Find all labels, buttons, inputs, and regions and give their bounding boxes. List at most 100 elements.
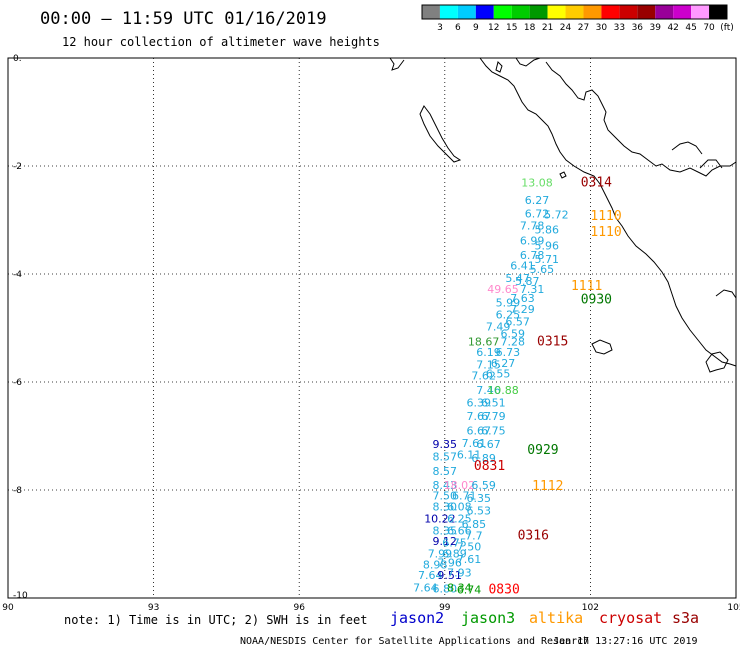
- swh-label: 6.67: [476, 438, 501, 451]
- pass-time-label: 1110: [590, 225, 621, 240]
- swh-label: 49.65: [487, 283, 519, 296]
- island: [419, 105, 613, 355]
- lat-tick-label: -10: [13, 591, 28, 601]
- colorbar-swatch: [619, 5, 638, 19]
- swh-label: 7.61: [457, 553, 482, 566]
- swh-label: 7.64: [413, 582, 438, 595]
- swh-label: 6.39: [467, 396, 492, 409]
- swh-label: 8.43: [433, 479, 458, 492]
- swh-label: 7.46: [476, 384, 501, 397]
- lon-tick-label: 99: [439, 603, 451, 613]
- swh-label: 6.59: [500, 328, 525, 341]
- colorbar-swatch: [547, 5, 566, 19]
- colorbar-swatch: [529, 5, 548, 19]
- swh-label: 18.67: [468, 335, 500, 348]
- legend-jason3: jason3: [461, 609, 515, 627]
- swh-label: 7.7: [465, 530, 483, 543]
- colorbar-swatch: [565, 5, 584, 19]
- swh-label: 6.25: [447, 512, 472, 525]
- swh-label: 6.74: [457, 584, 482, 597]
- colorbar-swatch: [655, 5, 674, 19]
- swh-label: 7.96: [437, 557, 462, 570]
- pass-time-label: 0314: [581, 176, 612, 191]
- colorbar-swatch: [475, 5, 494, 19]
- legend-cryosat: cryosat: [599, 609, 662, 627]
- swh-label: 8.30: [433, 501, 458, 514]
- swh-label: 7.50: [433, 490, 458, 503]
- colorbar-swatch: [583, 5, 602, 19]
- swh-label: 6.57: [505, 315, 530, 328]
- swh-label: 6.75: [442, 537, 467, 550]
- map-frame: [7, 57, 737, 599]
- lon-tick-label: 105: [727, 603, 740, 613]
- colorbar-swatch: [601, 5, 620, 19]
- lat-lon-grid: [8, 57, 736, 598]
- swh-label: 6.89: [442, 548, 467, 561]
- swh-label: 8.35: [433, 524, 458, 537]
- swh-label: 10.22: [424, 512, 456, 525]
- lon-tick-label: 90: [2, 603, 14, 613]
- swh-label: 6.71: [452, 490, 477, 503]
- pass-time-label: 0830: [488, 583, 519, 598]
- legend-jason2: jason2: [390, 609, 444, 627]
- pass-time-label: 1111: [571, 279, 602, 294]
- swh-label: 7.99: [428, 548, 453, 561]
- swh-label: 9.35: [433, 438, 458, 451]
- colorbar: 3 6 9 12 15 18 21 24 27 30 33 36 39 42 45 70 (ft): [421, 4, 734, 33]
- swh-label: 6.67: [467, 424, 492, 437]
- swh-label: 9.51: [437, 569, 462, 582]
- swh-label: 9.12: [433, 535, 458, 548]
- pass-time-label: 0930: [581, 293, 612, 308]
- footer-timestamp: Jan 17 13:27:16 UTC 2019: [553, 636, 698, 647]
- colorbar-label: 15: [506, 23, 517, 33]
- swh-label: 5.47: [505, 272, 530, 285]
- swh-label: 7.78: [520, 220, 545, 233]
- colorbar-swatch: [422, 5, 440, 19]
- swh-label: 6.99: [520, 234, 545, 247]
- colorbar-label: (ft): [720, 23, 734, 33]
- colorbar-label: 18: [524, 23, 536, 33]
- footer-credit: NOAA/NESDIS Center for Satellite Applica…: [240, 636, 589, 647]
- colorbar-swatch: [691, 5, 710, 19]
- colorbar-label: 36: [632, 23, 644, 33]
- swh-label: 6.85: [462, 518, 487, 531]
- colorbar-label: 33: [614, 23, 625, 33]
- swh-label: 6.89: [471, 452, 496, 465]
- swh-label: 7.61: [462, 437, 487, 450]
- colorbar-swatch: [493, 5, 512, 19]
- pass-time-label: 1112: [532, 479, 563, 494]
- swh-label: 8.98: [423, 558, 448, 571]
- axis-tick-labels: 90 93 96 99 102 105 0. -2 -4 -6 -8 -10: [2, 54, 740, 613]
- footer-note: note: 1) Time is in UTC; 2) SWH is in fe…: [64, 613, 367, 627]
- pass-time-label: 1110: [590, 209, 621, 224]
- swh-label: 6.53: [467, 504, 492, 517]
- swh-label: 6.27: [525, 194, 550, 207]
- swh-label: 5.87: [515, 275, 540, 288]
- swh-label: 7.29: [510, 303, 535, 316]
- swh-label: 10.88: [487, 384, 519, 397]
- lat-tick-label: -6: [13, 378, 22, 388]
- swh-label: 7.62: [471, 369, 496, 382]
- colorbar-label: 12: [488, 23, 499, 33]
- colorbar-swatch: [637, 5, 656, 19]
- colorbar-label: 3: [437, 23, 443, 33]
- swh-label: 18.02: [444, 479, 476, 492]
- colorbar-label: 70: [703, 23, 715, 33]
- map-title: 00:00 – 11:59 UTC 01/16/2019: [40, 9, 327, 29]
- colorbar-label: 9: [473, 23, 479, 33]
- colorbar-label: 24: [560, 23, 572, 33]
- swh-label: 7.64: [418, 569, 443, 582]
- swh-observations: 13.086.276.725.727.785.866.995.966.785.7…: [413, 177, 569, 597]
- pass-time-label: 0316: [518, 529, 549, 544]
- colorbar-label: 21: [542, 23, 553, 33]
- colorbar-swatch: [439, 5, 458, 19]
- swh-label: 6.41: [510, 260, 535, 273]
- swh-label: 6.66: [447, 524, 472, 537]
- lat-tick-label: 0.: [13, 54, 22, 64]
- lat-tick-label: -2: [13, 162, 22, 172]
- swh-label: 7.28: [500, 335, 525, 348]
- colorbar-border: [421, 4, 728, 20]
- legend-s3a: s3a: [672, 609, 699, 627]
- colorbar-label: 45: [685, 23, 696, 33]
